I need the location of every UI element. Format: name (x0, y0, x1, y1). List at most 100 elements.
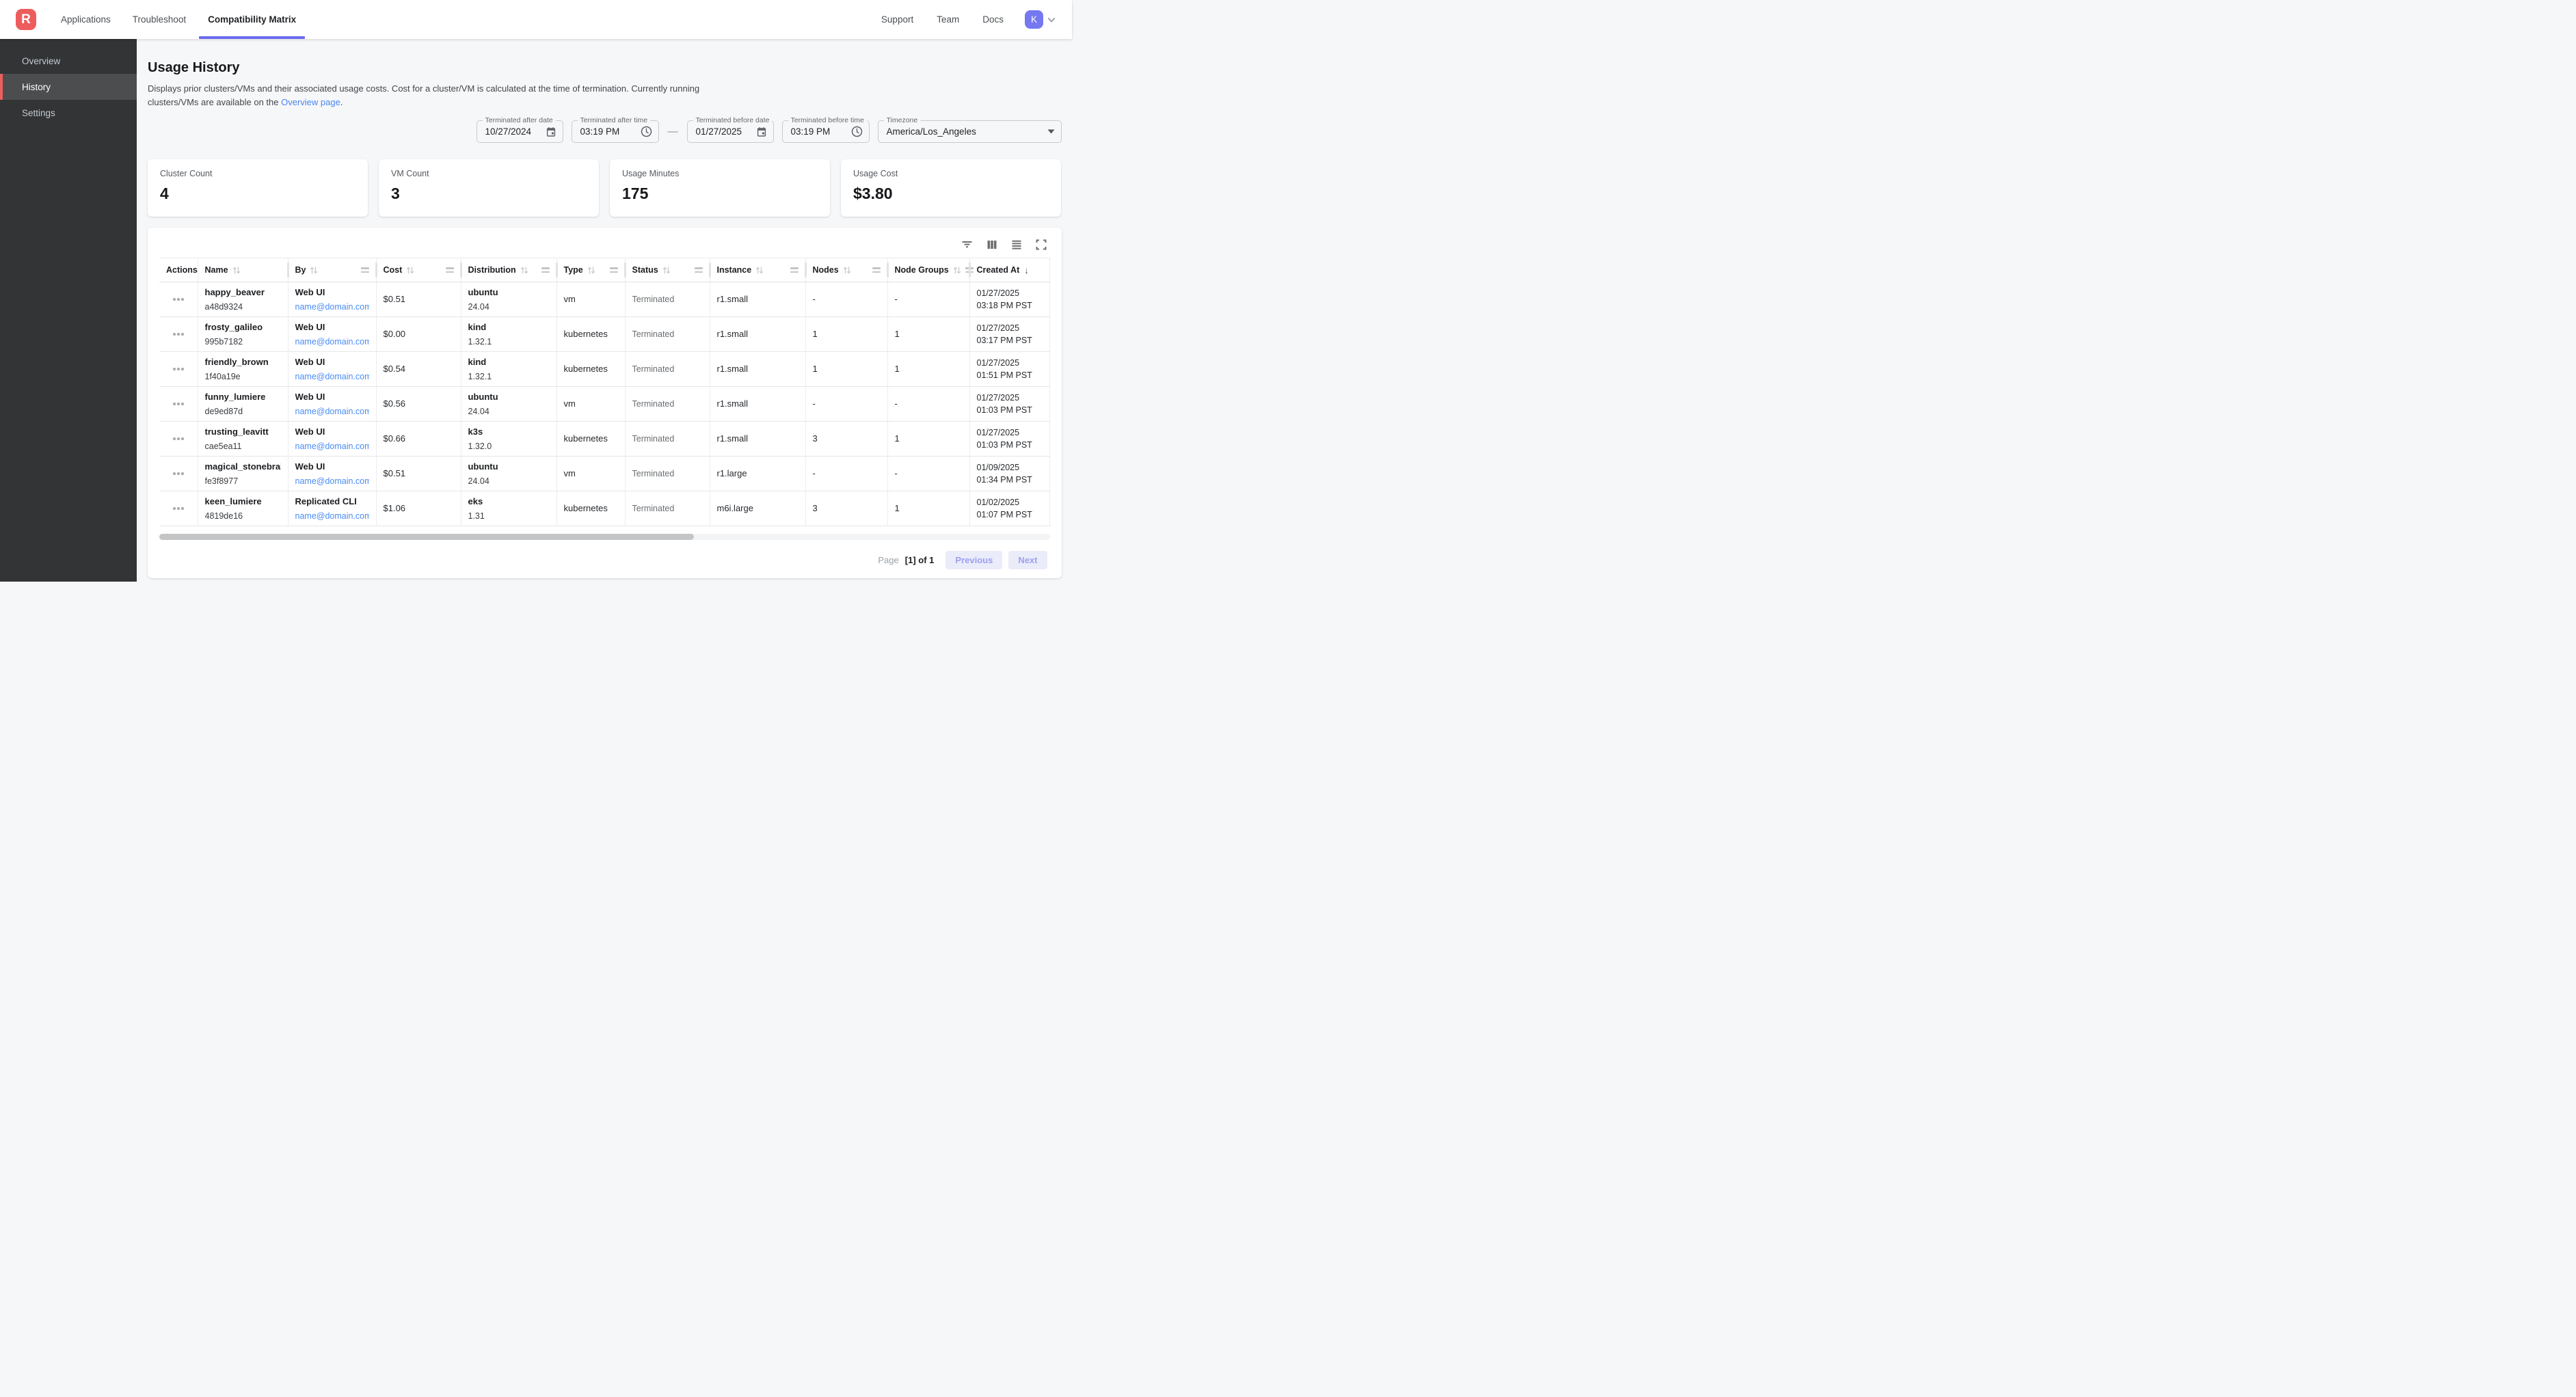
sidebar-item-history[interactable]: History (0, 74, 137, 100)
terminated-before-date-field[interactable]: Terminated before date 01/27/2025 (686, 116, 774, 143)
cell-name: friendly_brown (204, 357, 269, 367)
column-menu-icon[interactable] (606, 267, 618, 273)
column-label: Cost (383, 265, 403, 275)
column-label: Instance (716, 265, 752, 275)
horizontal-scrollbar-track[interactable] (159, 534, 1050, 540)
terminated-before-time-field[interactable]: Terminated before time 03:19 PM (781, 116, 870, 143)
table-row[interactable]: keen_lumiere 4819de16 Replicated CLI name@… (159, 491, 1050, 526)
field-value[interactable]: 10/27/2024 (485, 126, 532, 137)
cell-node-groups: - (894, 398, 898, 409)
fullscreen-icon[interactable] (1036, 239, 1047, 250)
cell-email-link[interactable]: name@domain.com (295, 442, 369, 451)
sidebar-item-settings[interactable]: Settings (22, 107, 55, 118)
dropdown-arrow-icon[interactable] (1047, 129, 1055, 134)
table-row[interactable]: trusting_leavitt cae5ea11 Web UI name@doma… (159, 421, 1050, 457)
cell-type: kubernetes (563, 503, 608, 513)
cell-nodes: - (812, 398, 816, 409)
nav-item-docs[interactable]: Docs (982, 14, 1004, 25)
column-menu-icon[interactable] (786, 267, 799, 273)
cell-email-link[interactable]: name@domain.com (295, 302, 369, 312)
table-row[interactable]: funny_lumiere de9ed87d Web UI name@domain.… (159, 386, 1050, 422)
clock-icon[interactable] (851, 126, 863, 137)
table-toolbar (153, 233, 1056, 255)
field-value[interactable]: 01/27/2025 (695, 126, 742, 137)
column-header-name[interactable]: Name (198, 258, 289, 282)
nav-item-applications[interactable]: Applications (61, 14, 111, 25)
clock-icon[interactable] (641, 126, 652, 137)
row-actions-button[interactable] (166, 472, 191, 475)
column-menu-icon[interactable] (690, 267, 703, 273)
column-header-instance[interactable]: Instance (710, 258, 806, 282)
cell-email-link[interactable]: name@domain.com (295, 511, 369, 521)
page-description: Displays prior clusters/VMs and their as… (148, 82, 1062, 109)
calendar-icon[interactable] (546, 126, 556, 137)
cell-node-groups: - (894, 468, 898, 478)
cell-type: vm (563, 294, 576, 304)
column-header-status[interactable]: Status (625, 258, 710, 282)
row-actions-button[interactable] (166, 298, 191, 301)
cell-email-link[interactable]: name@domain.com (295, 372, 369, 381)
cell-name: happy_beaver (204, 287, 265, 297)
description-line2: clusters/VMs are available on the (148, 97, 282, 107)
usage-history-table-card: Actions Name By Cost Distribution Type S… (148, 228, 1062, 578)
avatar[interactable]: K (1025, 10, 1043, 29)
app-logo[interactable]: R (16, 9, 36, 30)
column-menu-icon[interactable] (537, 267, 550, 273)
row-actions-button[interactable] (166, 403, 191, 405)
field-label: Timezone (883, 116, 921, 124)
columns-icon[interactable] (987, 239, 997, 250)
sidebar-item-overview[interactable]: Overview (22, 55, 61, 66)
column-header-node-groups[interactable]: Node Groups (887, 258, 974, 282)
table-row[interactable]: frosty_galileo 995b7182 Web UI name@domain… (159, 316, 1050, 352)
column-header-cost[interactable]: Cost (376, 258, 461, 282)
density-icon[interactable] (1011, 239, 1022, 250)
secondary-nav: Support Team Docs K (870, 10, 1056, 29)
column-menu-icon[interactable] (357, 267, 369, 273)
table-header-row: Actions Name By Cost Distribution Type S… (159, 258, 1050, 282)
field-value[interactable]: 03:19 PM (790, 126, 831, 137)
timezone-select[interactable]: Timezone America/Los_Angeles (877, 116, 1062, 143)
cell-distribution: kind (468, 322, 487, 332)
column-header-by[interactable]: By (288, 258, 377, 282)
column-menu-icon[interactable] (442, 267, 454, 273)
stat-value: 175 (622, 185, 649, 202)
column-header-distribution[interactable]: Distribution (461, 258, 557, 282)
nav-item-troubleshoot[interactable]: Troubleshoot (132, 14, 187, 25)
overview-page-link[interactable]: Overview page (281, 97, 340, 107)
cell-email-link[interactable]: name@domain.com (295, 337, 369, 347)
row-actions-button[interactable] (166, 437, 191, 440)
nav-item-compatibility-matrix[interactable]: Compatibility Matrix (197, 0, 307, 39)
field-value[interactable]: 03:19 PM (580, 126, 620, 137)
cell-email-link[interactable]: name@domain.com (295, 476, 369, 486)
horizontal-scrollbar-thumb[interactable] (159, 534, 694, 540)
table-row[interactable]: magical_stonebraker fe3f8977 Web UI name@d… (159, 456, 1050, 491)
column-menu-icon[interactable] (868, 267, 881, 273)
chevron-down-icon[interactable] (1047, 15, 1056, 25)
stat-card-cluster-count: Cluster Count 4 (148, 159, 368, 217)
calendar-icon[interactable] (756, 126, 767, 137)
page-label: Page (878, 555, 899, 565)
row-actions-button[interactable] (166, 333, 191, 336)
terminated-after-time-field[interactable]: Terminated after time 03:19 PM (571, 116, 659, 143)
field-value[interactable]: America/Los_Angeles (886, 126, 976, 137)
row-actions-button[interactable] (166, 507, 191, 510)
cell-distribution: ubuntu (468, 287, 498, 297)
filter-icon[interactable] (961, 239, 973, 250)
cell-status: Terminated (632, 329, 675, 339)
cell-email-link[interactable]: name@domain.com (295, 407, 369, 416)
nav-item-support[interactable]: Support (881, 14, 914, 25)
page-value: [1] of 1 (904, 555, 935, 565)
column-header-nodes[interactable]: Nodes (805, 258, 888, 282)
cell-by: Web UI (295, 426, 325, 437)
cell-id: 4819de16 (204, 511, 243, 521)
cell-version: 1.31 (468, 511, 485, 521)
column-header-type[interactable]: Type (556, 258, 626, 282)
next-page-button[interactable]: Next (1008, 551, 1047, 569)
table-row[interactable]: friendly_brown 1f40a19e Web UI name@domain… (159, 351, 1050, 387)
previous-page-button[interactable]: Previous (945, 551, 1003, 569)
table-row[interactable]: happy_beaver a48d9324 Web UI name@domain.c… (159, 282, 1050, 317)
nav-item-team[interactable]: Team (937, 14, 960, 25)
column-header-created-at[interactable]: Created At ↓ (969, 258, 1050, 282)
row-actions-button[interactable] (166, 368, 191, 370)
terminated-after-date-field[interactable]: Terminated after date 10/27/2024 (476, 116, 563, 143)
